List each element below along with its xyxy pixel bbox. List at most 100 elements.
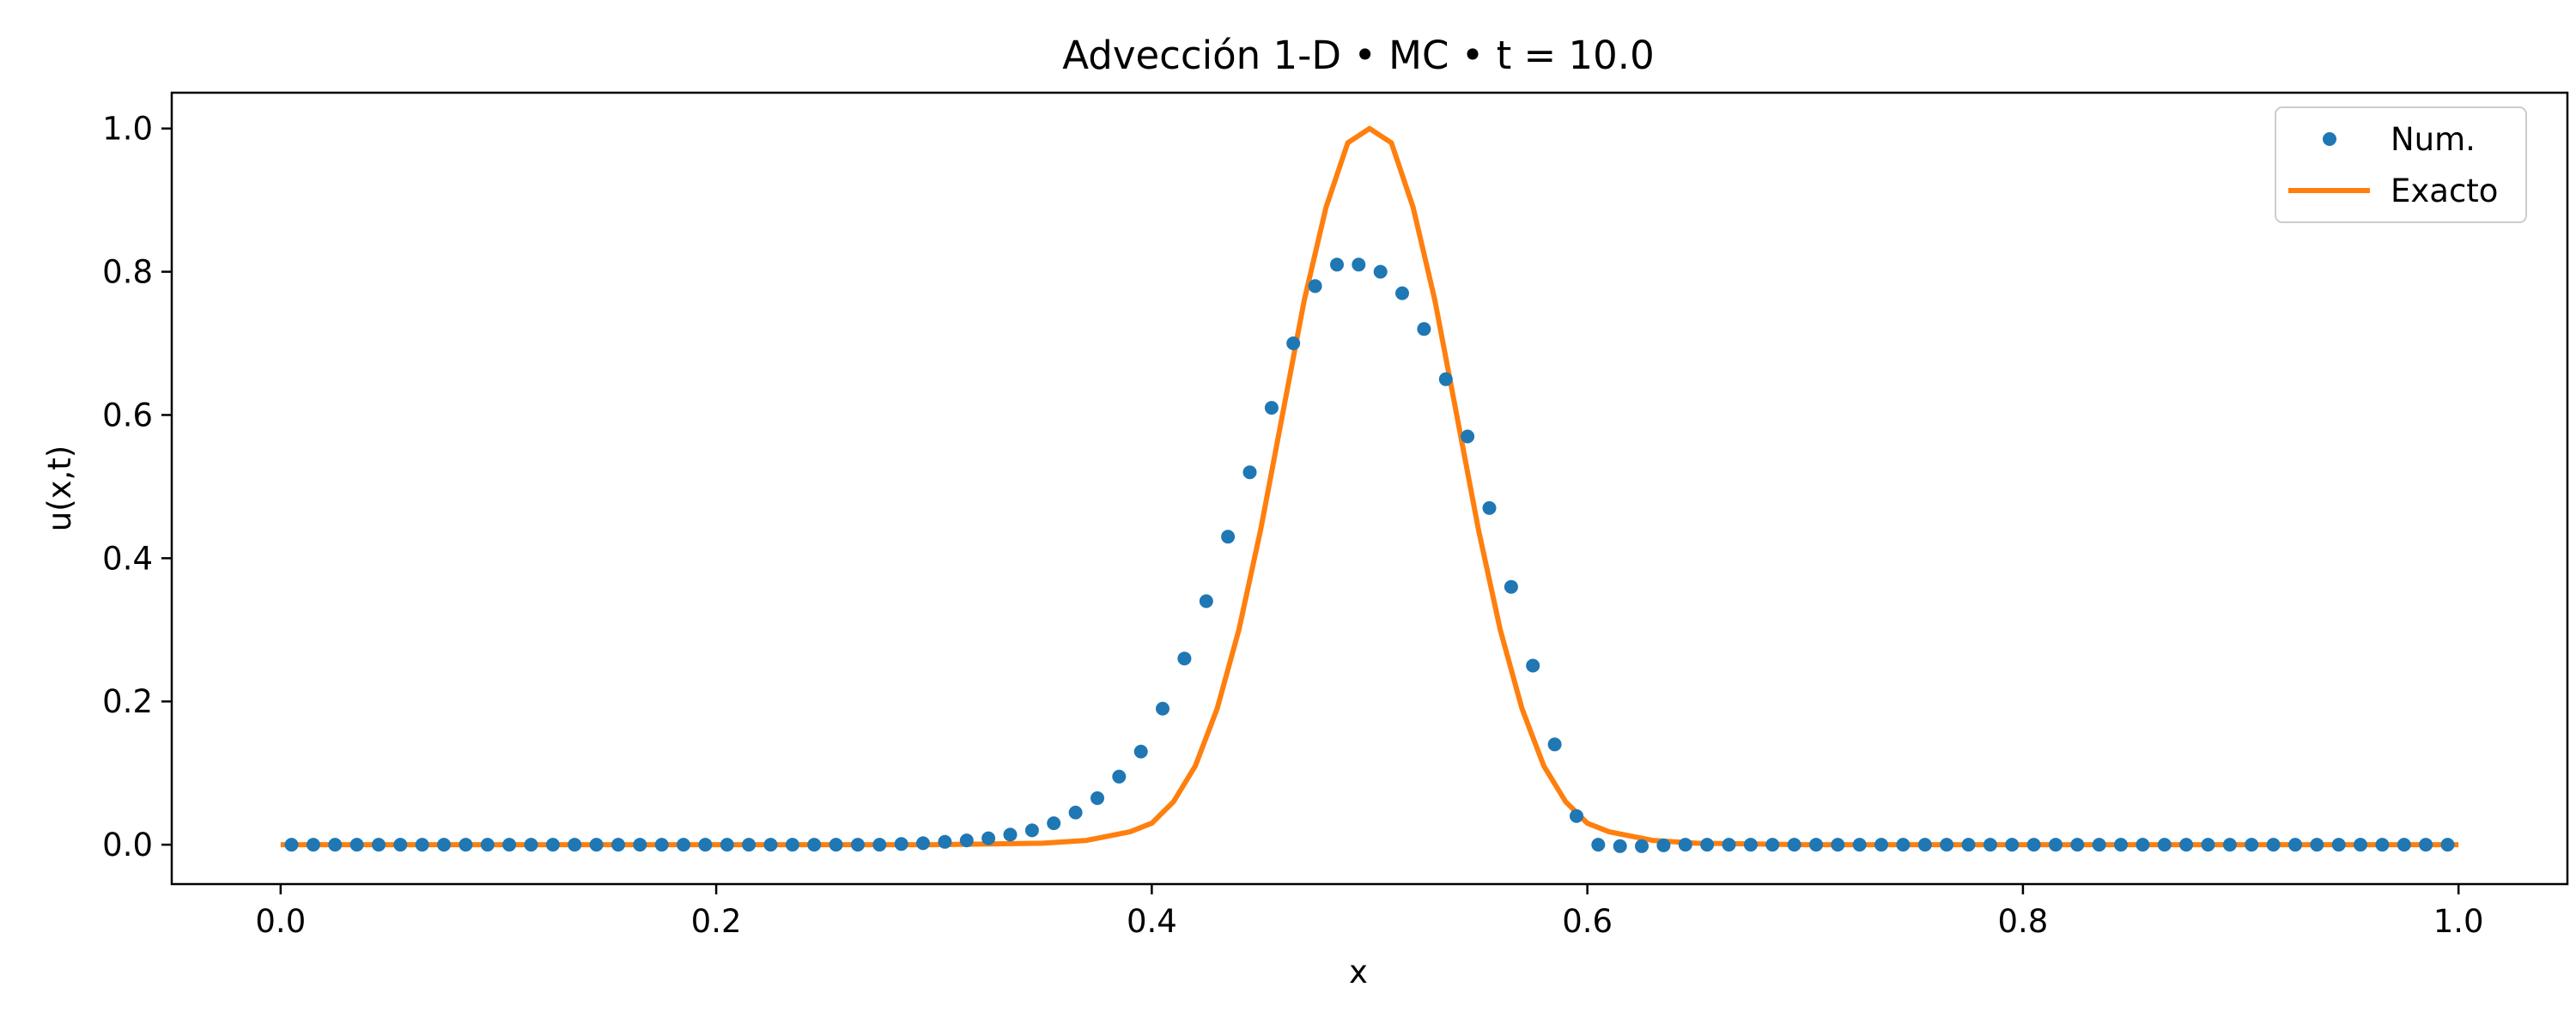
legend-label-exacto: Exacto xyxy=(2391,173,2498,209)
data-point-num xyxy=(1199,594,1213,609)
data-point-num xyxy=(1047,816,1061,831)
x-axis-label: x xyxy=(1349,954,1368,991)
data-point-num xyxy=(502,838,517,852)
data-point-num xyxy=(763,838,778,852)
data-point-num xyxy=(916,836,930,851)
data-point-num xyxy=(1765,838,1780,852)
y-axis: 0.0 0.2 0.4 0.6 0.8 1.0 xyxy=(102,111,172,863)
data-point-num xyxy=(1852,838,1867,852)
data-point-num xyxy=(1917,838,1932,852)
data-point-num xyxy=(437,838,451,852)
data-point-num xyxy=(2222,838,2237,852)
data-point-num xyxy=(654,838,669,852)
series-line-exacto xyxy=(280,125,2459,848)
data-point-num xyxy=(2354,838,2367,852)
data-point-num xyxy=(1352,258,1366,272)
legend-box xyxy=(2275,106,2527,223)
legend: Num. Exacto xyxy=(2275,106,2527,223)
data-point-num xyxy=(2136,838,2150,852)
data-point-num xyxy=(1373,264,1388,279)
data-point-num xyxy=(2375,838,2390,852)
data-point-num xyxy=(1482,500,1497,515)
data-point-num xyxy=(1940,838,1954,852)
data-point-num xyxy=(1308,279,1322,294)
data-point-num xyxy=(785,838,799,852)
data-point-num xyxy=(524,838,538,852)
data-point-num xyxy=(2201,838,2215,852)
data-point-num xyxy=(1961,838,1976,852)
data-point-num xyxy=(677,838,690,852)
data-point-num xyxy=(2070,838,2085,852)
data-point-num xyxy=(2157,838,2172,852)
data-point-num xyxy=(349,838,364,852)
data-point-num xyxy=(894,837,908,851)
x-tick-label: 0.8 xyxy=(1997,903,2048,940)
data-point-num xyxy=(1156,701,1170,716)
x-axis: 0.0 0.2 0.4 0.6 0.8 1.0 xyxy=(255,884,2484,940)
y-tick-label: 0.6 xyxy=(102,397,153,433)
data-point-num xyxy=(1874,838,1888,852)
data-point-num xyxy=(1417,322,1431,336)
x-tick-label: 0.2 xyxy=(691,903,742,940)
data-point-num xyxy=(2245,838,2259,852)
data-point-num xyxy=(2331,838,2346,852)
data-point-num xyxy=(1221,530,1236,544)
data-point-num xyxy=(1242,465,1257,480)
data-point-num xyxy=(2092,838,2106,852)
data-point-num xyxy=(1286,336,1301,350)
data-point-num xyxy=(1264,401,1279,415)
data-point-num xyxy=(393,838,408,852)
data-point-num xyxy=(2440,838,2455,852)
data-point-num xyxy=(2266,838,2281,852)
legend-label-num: Num. xyxy=(2391,121,2476,158)
data-point-num xyxy=(306,838,320,852)
data-point-num xyxy=(872,838,887,852)
data-point-num xyxy=(1547,737,1562,752)
data-point-num xyxy=(1003,827,1018,842)
data-point-num xyxy=(1112,769,1127,784)
y-tick-label: 1.0 xyxy=(102,111,153,148)
y-tick-label: 0.4 xyxy=(102,540,153,577)
data-point-num xyxy=(807,838,822,852)
data-point-num xyxy=(1177,651,1192,666)
data-point-num xyxy=(1787,838,1801,852)
data-point-num xyxy=(720,838,734,852)
data-point-num xyxy=(1438,372,1453,386)
data-point-num xyxy=(415,838,429,852)
data-point-num xyxy=(1504,579,1518,594)
plot-area xyxy=(280,125,2459,853)
data-point-num xyxy=(459,838,473,852)
x-tick-label: 1.0 xyxy=(2433,903,2484,940)
data-point-num xyxy=(372,838,386,852)
data-point-num xyxy=(1656,838,1671,852)
data-point-num xyxy=(1722,838,1736,852)
data-point-num xyxy=(1133,744,1148,759)
data-point-num xyxy=(981,831,996,845)
data-point-num xyxy=(1395,286,1409,300)
data-point-num xyxy=(2179,838,2194,852)
data-point-num xyxy=(2310,838,2324,852)
chart-title: Advección 1-D • MC • t = 10.0 xyxy=(1062,33,1654,78)
data-point-num xyxy=(1635,839,1649,853)
data-point-num xyxy=(1896,838,1911,852)
data-point-num xyxy=(2114,838,2128,852)
y-tick-label: 0.8 xyxy=(102,254,153,291)
data-point-num xyxy=(589,838,604,852)
data-point-num xyxy=(742,838,756,852)
data-point-num xyxy=(1613,839,1627,853)
data-point-num xyxy=(1461,429,1475,444)
data-point-num xyxy=(829,838,843,852)
data-point-num xyxy=(568,838,582,852)
data-point-num xyxy=(938,834,952,849)
data-point-num xyxy=(1700,838,1715,852)
data-point-num xyxy=(1024,823,1039,838)
data-point-num xyxy=(1570,809,1583,823)
data-point-num xyxy=(633,838,647,852)
data-point-num xyxy=(1983,838,1997,852)
x-tick-label: 0.6 xyxy=(1562,903,1613,940)
data-point-num xyxy=(611,838,625,852)
data-point-num xyxy=(2026,838,2041,852)
y-tick-label: 0.0 xyxy=(102,827,153,863)
data-point-num xyxy=(284,838,299,852)
